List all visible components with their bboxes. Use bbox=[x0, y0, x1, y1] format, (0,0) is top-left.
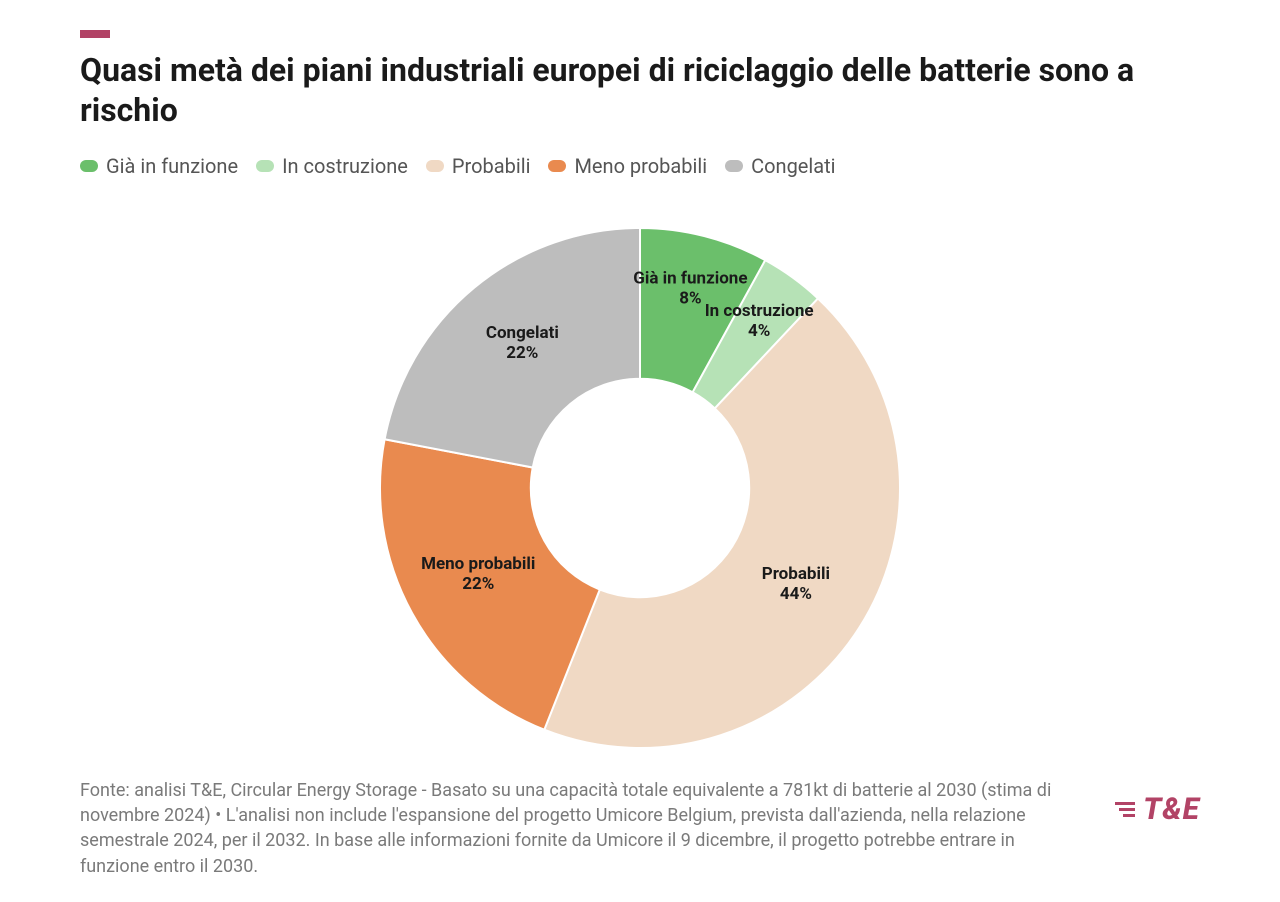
svg-text:8%: 8% bbox=[679, 289, 701, 309]
brand-text: T&E bbox=[1143, 792, 1200, 827]
legend-item: Congelati bbox=[725, 154, 835, 178]
legend-item: Probabili bbox=[426, 154, 531, 178]
svg-text:In costruzione: In costruzione bbox=[705, 301, 814, 321]
legend-swatch bbox=[256, 160, 274, 172]
legend-label: In costruzione bbox=[282, 154, 408, 178]
source-text: Fonte: analisi T&E, Circular Energy Stor… bbox=[80, 778, 1075, 879]
svg-text:Probabili: Probabili bbox=[762, 564, 830, 584]
svg-text:44%: 44% bbox=[780, 584, 812, 604]
brand-lines-icon bbox=[1115, 802, 1135, 817]
donut-chart-container: Già in funzione8%In costruzione4% Probabi… bbox=[80, 198, 1200, 758]
legend-label: Già in funzione bbox=[106, 154, 238, 178]
legend-swatch bbox=[548, 160, 566, 172]
svg-text:4%: 4% bbox=[748, 321, 770, 341]
brand-logo: T&E bbox=[1115, 792, 1200, 827]
legend-item: Già in funzione bbox=[80, 154, 238, 178]
legend-swatch bbox=[426, 160, 444, 172]
legend-swatch bbox=[725, 160, 743, 172]
legend-label: Meno probabili bbox=[574, 154, 707, 178]
legend-label: Probabili bbox=[452, 154, 531, 178]
svg-text:Meno probabili: Meno probabili bbox=[421, 554, 535, 574]
svg-text:22%: 22% bbox=[506, 343, 538, 363]
chart-title: Quasi metà dei piani industriali europei… bbox=[80, 50, 1200, 130]
legend-item: In costruzione bbox=[256, 154, 408, 178]
legend: Già in funzione In costruzione Probabili Me… bbox=[80, 154, 1200, 178]
legend-swatch bbox=[80, 160, 98, 172]
svg-text:22%: 22% bbox=[462, 574, 494, 594]
footer: Fonte: analisi T&E, Circular Energy Stor… bbox=[80, 778, 1200, 879]
legend-item: Meno probabili bbox=[548, 154, 707, 178]
svg-text:Congelati: Congelati bbox=[486, 323, 559, 343]
accent-bar bbox=[80, 30, 110, 38]
svg-text:Già in funzione: Già in funzione bbox=[633, 269, 747, 289]
legend-label: Congelati bbox=[751, 154, 835, 178]
donut-chart: Già in funzione8%In costruzione4% Probabi… bbox=[330, 198, 950, 758]
